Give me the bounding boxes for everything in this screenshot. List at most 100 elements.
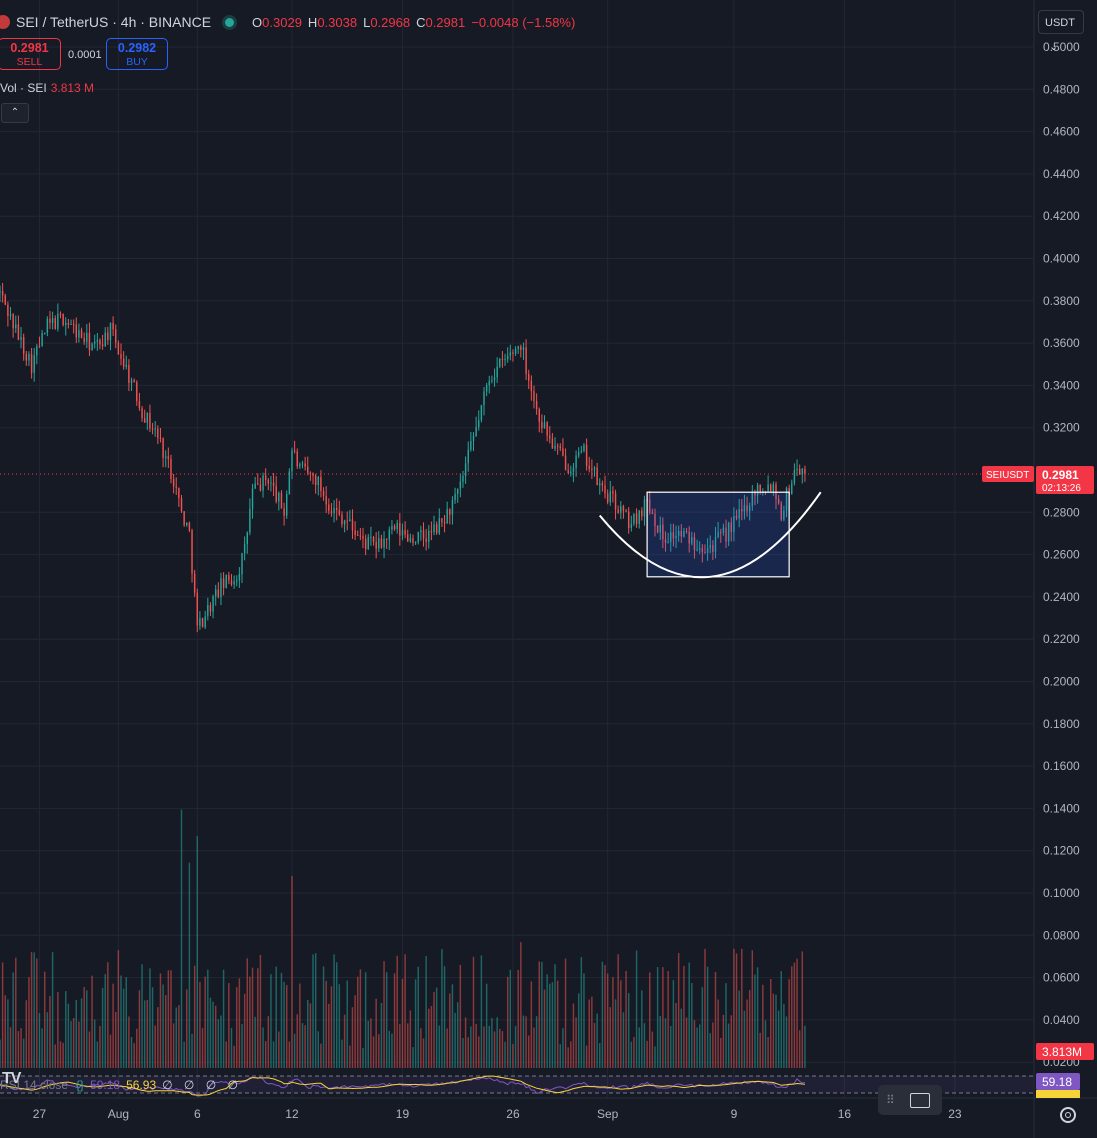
price-axis[interactable]: 0.5000 0.4800 0.4600 0.4400 0.4200 0.4000 0.38…: [0, 40, 1094, 1098]
candle-body: [617, 509, 619, 513]
volume-bar: [551, 982, 554, 1068]
drag-handle-icon[interactable]: ⠿: [886, 1093, 895, 1107]
candle-body: [78, 330, 80, 338]
candle-body: [541, 421, 543, 429]
price-tick-label: 0.2200: [1043, 632, 1080, 646]
volume-bar: [149, 968, 151, 1068]
candle-body: [654, 513, 656, 526]
volume-bar: [570, 1041, 572, 1068]
volume-bar: [312, 954, 314, 1068]
time-axis[interactable]: 27 Aug 6 12 19 26 Sep 9 16 23: [33, 1107, 962, 1121]
volume-bar: [683, 965, 685, 1068]
volume-bar: [59, 1041, 62, 1068]
arc-drawing: [598, 491, 822, 579]
volume-bar: [583, 973, 585, 1068]
volume-bar: [535, 1016, 538, 1068]
source-code-icon[interactable]: {}: [76, 1078, 85, 1092]
candle-body: [54, 318, 56, 329]
rsi-legend[interactable]: RSI 14 close {} 59.18 56.93 ∅ ∅ ∅ ∅: [0, 1078, 242, 1092]
volume-bar: [422, 1038, 425, 1068]
candle-body: [62, 313, 64, 325]
candle-body: [146, 412, 149, 423]
sell-button[interactable]: 0.2981 SELL: [0, 38, 61, 70]
price-tick-label: 0.2000: [1043, 675, 1080, 689]
candle-body: [164, 456, 167, 458]
candle-body: [562, 448, 564, 456]
volume-bar: [504, 1041, 506, 1068]
candle-body: [262, 475, 264, 491]
volume-legend[interactable]: Vol · SEI 3.813 M: [0, 81, 94, 95]
candle-body: [741, 509, 743, 512]
candle-body: [443, 522, 446, 524]
candle-body: [349, 519, 351, 522]
volume-bar: [751, 950, 754, 1068]
candle-body: [191, 530, 193, 574]
volume-bar: [601, 961, 604, 1068]
price-tick-label: 0.4600: [1043, 125, 1080, 139]
volume-bar: [246, 958, 248, 1068]
volume-bar: [151, 987, 154, 1068]
volume-bar: [254, 1016, 256, 1068]
volume-bar: [449, 993, 451, 1068]
close-value: 0.2981: [425, 14, 466, 30]
volume-bar: [212, 1001, 214, 1068]
currency-select[interactable]: USDT ⌄: [1038, 10, 1084, 53]
volume-bar: [546, 974, 548, 1068]
volume-bar: [354, 995, 356, 1068]
candle-body: [414, 542, 417, 544]
candle-body: [630, 523, 633, 529]
candle-body: [36, 346, 38, 356]
candle-body: [572, 468, 575, 472]
candle-body: [762, 490, 764, 492]
candle-body: [788, 487, 790, 495]
close-label: C: [416, 14, 426, 30]
candle-body: [591, 468, 593, 470]
image-icon[interactable]: [910, 1093, 930, 1108]
settings-gear-icon[interactable]: [1060, 1107, 1076, 1123]
candle-body: [149, 412, 151, 429]
volume-bar: [512, 1043, 514, 1068]
volume-bar: [43, 971, 46, 1068]
volume-bar: [404, 954, 406, 1068]
price-tick-label: 0.4400: [1043, 167, 1080, 181]
volume-bar: [435, 987, 438, 1068]
volume-bar: [328, 1003, 330, 1068]
volume-bar: [75, 999, 78, 1068]
candle-body: [333, 507, 335, 514]
candle-body: [378, 538, 380, 549]
volume-bar: [301, 1023, 304, 1068]
volume-bar: [793, 962, 796, 1068]
volume-bar: [662, 967, 664, 1068]
drawing-annotations[interactable]: [598, 491, 822, 579]
market-status-icon[interactable]: [225, 17, 235, 27]
candle-body: [543, 422, 546, 429]
candle-body: [283, 508, 285, 516]
volume-bar: [414, 979, 417, 1068]
volume-bar: [712, 1022, 714, 1068]
collapse-legend-button[interactable]: ⌃: [1, 103, 29, 123]
price-tick-label: 0.0800: [1043, 928, 1080, 942]
volume-bar: [746, 999, 748, 1068]
candle-body: [638, 510, 640, 524]
tradingview-logo[interactable]: TV: [2, 1070, 21, 1087]
candle-body: [251, 488, 254, 509]
symbol-title[interactable]: SEI / TetherUS · 4h · BINANCE: [16, 14, 212, 30]
candle-body: [712, 545, 714, 552]
candle-body: [1, 290, 4, 296]
price-tick-label: 0.2800: [1043, 505, 1080, 519]
candle-body: [109, 322, 112, 341]
volume-bar: [136, 1028, 138, 1068]
volume-bar: [562, 1028, 564, 1068]
volume-bar: [754, 974, 756, 1068]
buy-button[interactable]: 0.2982 BUY: [106, 38, 168, 70]
price-tick-label: 0.4200: [1043, 209, 1080, 223]
candle-body: [580, 451, 583, 453]
sell-label: SELL: [16, 56, 43, 68]
rsi-tag: [1036, 1073, 1080, 1090]
candle-body: [259, 484, 262, 491]
candle-body: [567, 470, 569, 474]
screenshot-toolbar[interactable]: ⠿: [878, 1085, 942, 1115]
candle-body: [236, 580, 238, 582]
candle-body: [335, 507, 338, 511]
